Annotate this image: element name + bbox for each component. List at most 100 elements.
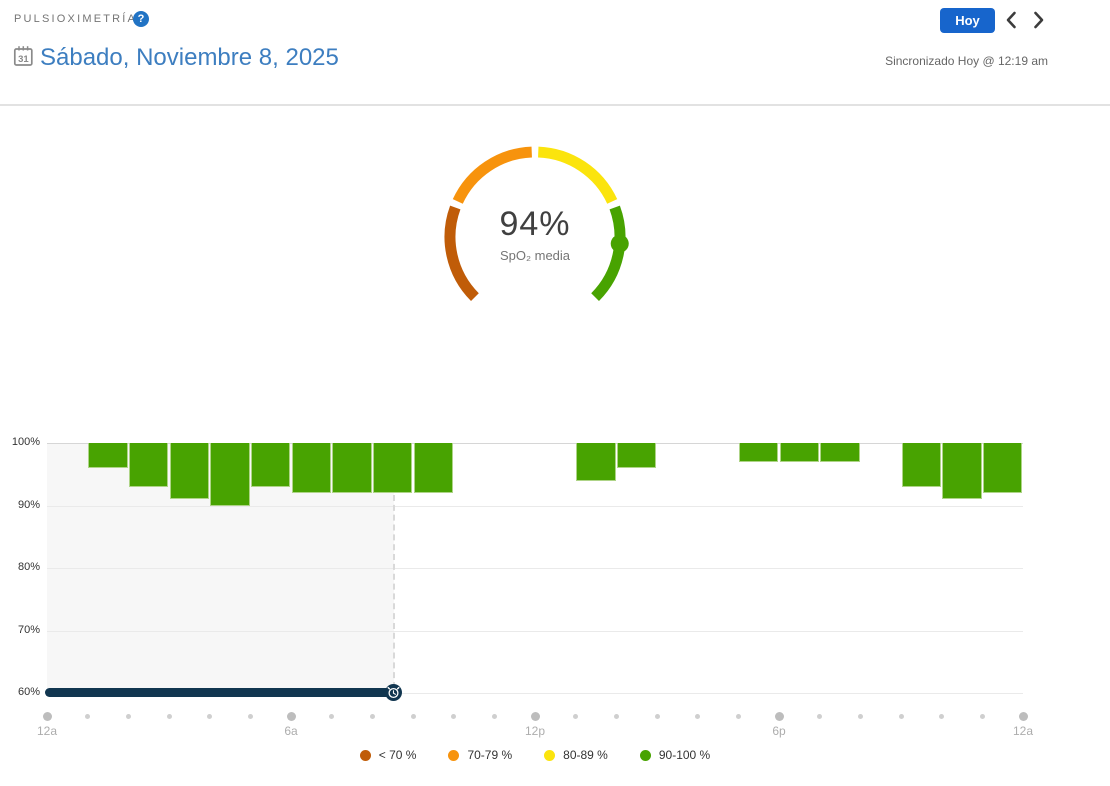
spo2-bar[interactable]: [617, 443, 657, 468]
hour-dot-minor: [410, 713, 416, 719]
spo2-bar[interactable]: [129, 443, 169, 487]
hour-dot-minor: [369, 713, 375, 719]
header-divider: [0, 104, 1110, 106]
hour-dot-minor: [735, 713, 741, 719]
spo2-bar[interactable]: [413, 443, 453, 493]
previous-day-button[interactable]: [1003, 10, 1019, 30]
chevron-left-icon: [1006, 11, 1016, 29]
gridline-70: [47, 630, 1023, 632]
hour-dot-minor: [979, 713, 985, 719]
hour-dot-minor: [898, 713, 904, 719]
hour-dot-minor: [247, 713, 253, 719]
legend-item: < 70 %: [359, 748, 417, 762]
gauge-segment-70: [444, 205, 479, 301]
hour-dot-minor: [85, 713, 91, 719]
next-day-button[interactable]: [1031, 10, 1047, 30]
gauge-sublabel: SpO₂ media: [499, 248, 571, 263]
spo2-gauge: [444, 146, 629, 301]
spo2-bar[interactable]: [942, 443, 982, 500]
spo2-bar[interactable]: [210, 443, 250, 506]
spo2-bar[interactable]: [820, 443, 860, 462]
chart-legend: < 70 % 70-79 % 80-89 % 90-100 %: [47, 748, 1023, 762]
x-axis-label: 6p: [772, 724, 786, 738]
hour-dot-minor: [939, 713, 945, 719]
spo2-bar[interactable]: [779, 443, 819, 462]
sleep-end-dashed-line: [392, 495, 395, 688]
legend-item: 70-79 %: [448, 748, 512, 762]
y-axis-label: 100%: [11, 436, 40, 448]
spo2-bar[interactable]: [251, 443, 291, 487]
gridline-80: [47, 568, 1023, 569]
sleep-duration-bar[interactable]: [45, 688, 394, 697]
y-axis-label: 80%: [17, 561, 40, 573]
sync-status: Sincronizado Hoy @ 12:19 am: [885, 54, 1048, 68]
hour-dot-minor: [329, 713, 335, 719]
hour-dot-minor: [654, 713, 660, 719]
spo2-bar[interactable]: [983, 443, 1023, 493]
legend-label: 70-79 %: [467, 748, 513, 762]
today-button[interactable]: Hoy: [940, 8, 995, 33]
hour-dot-major: [1018, 711, 1028, 721]
y-axis-label: 70%: [17, 623, 40, 636]
gauge-segment-8089: [537, 146, 618, 204]
help-icon[interactable]: ?: [133, 11, 149, 27]
legend-item: 90-100 %: [639, 748, 711, 762]
hour-dot-minor: [207, 713, 213, 719]
hour-dots-row: [42, 707, 1028, 725]
legend-item: 80-89 %: [544, 748, 608, 762]
gauge-value-marker: [610, 234, 629, 253]
legend-dot: [359, 749, 371, 761]
gauge-segment-90100: [591, 205, 626, 301]
spo2-bar[interactable]: [739, 443, 779, 462]
legend-dot: [639, 749, 651, 761]
hour-dot-minor: [613, 713, 619, 719]
hour-dot-minor: [125, 713, 131, 719]
spo2-bar[interactable]: [169, 443, 209, 500]
calendar-icon[interactable]: 31: [13, 45, 34, 72]
x-axis-label: 12p: [524, 724, 546, 738]
gridline-100: [47, 443, 1023, 444]
hour-dot-minor: [817, 713, 823, 719]
x-axis-labels: 12a 6a 12p 6p 12a: [37, 724, 1033, 740]
legend-label: 80-89 %: [563, 748, 608, 762]
legend-label: 90-100 %: [658, 748, 711, 762]
spo2-bar[interactable]: [332, 443, 372, 493]
x-axis-label: 6a: [284, 724, 298, 738]
gauge-value: 94%: [499, 205, 571, 243]
y-axis-label: 90%: [17, 498, 40, 511]
hour-dot-minor: [451, 713, 457, 719]
date-title: Sábado, Noviembre 8, 2025: [40, 44, 339, 71]
gauge-segment-7079: [452, 146, 533, 204]
x-axis-label: 12a: [1012, 724, 1034, 738]
hour-dot-major: [42, 711, 52, 721]
gridline-60: [47, 693, 1023, 694]
legend-dot: [448, 749, 460, 761]
gridline-90: [47, 505, 1023, 507]
y-axis-label: 60%: [17, 686, 40, 698]
spo2-bar[interactable]: [576, 443, 616, 481]
alarm-clock-icon[interactable]: [385, 684, 403, 701]
spo2-bar[interactable]: [88, 443, 128, 468]
calendar-day-number: 31: [18, 54, 29, 65]
gauge-center: 94% SpO₂ media: [435, 205, 635, 263]
spo2-bar[interactable]: [291, 443, 331, 493]
hour-dot-minor: [166, 713, 172, 719]
x-axis-label: 12a: [36, 724, 58, 738]
hour-dot-minor: [695, 713, 701, 719]
calendar-31-icon: 31: [13, 46, 33, 66]
hour-dot-minor: [491, 713, 497, 719]
hour-dot-major: [286, 711, 296, 721]
legend-label: < 70 %: [378, 748, 417, 762]
plot-area: [45, 443, 1023, 701]
hour-dot-minor: [573, 713, 579, 719]
chevron-right-icon: [1034, 11, 1044, 29]
hour-dot-major: [774, 711, 784, 721]
spo2-bar[interactable]: [373, 443, 413, 493]
spo2-bar[interactable]: [901, 443, 941, 487]
hour-dot-minor: [857, 713, 863, 719]
page-title: PULSIOXIMETRÍA: [14, 13, 138, 25]
y-axis: 100% 90% 80% 70% 60%: [0, 436, 42, 703]
hour-dot-major: [530, 711, 540, 721]
legend-dot: [544, 749, 556, 761]
